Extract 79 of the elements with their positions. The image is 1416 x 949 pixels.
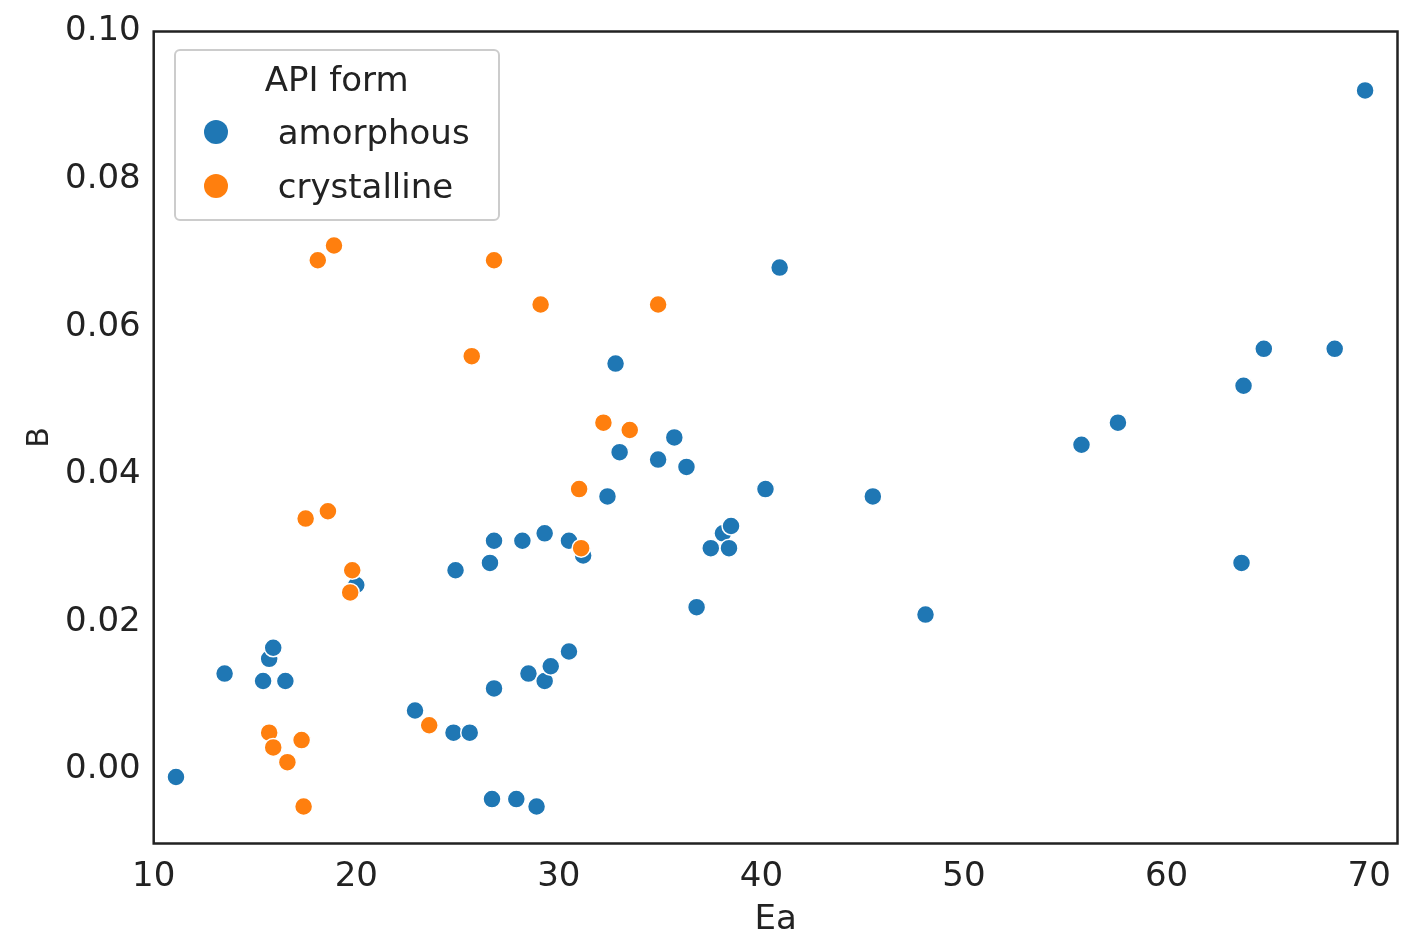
- point: [1071, 435, 1092, 455]
- point: [526, 796, 547, 817]
- x-tick-label: 20: [334, 853, 378, 894]
- point: [721, 516, 741, 536]
- point: [664, 427, 685, 448]
- point: [1108, 412, 1128, 433]
- point: [253, 671, 273, 691]
- y-tick-label: 0.02: [65, 598, 141, 639]
- legend-label: amorphous: [277, 111, 470, 155]
- point: [308, 250, 328, 270]
- point: [342, 560, 362, 581]
- point: [166, 767, 186, 787]
- point: [445, 560, 466, 581]
- point: [263, 737, 283, 758]
- point: [534, 523, 555, 544]
- y-tick-label: 0.06: [65, 303, 141, 344]
- point: [295, 508, 316, 529]
- point: [530, 294, 551, 315]
- point: [293, 796, 314, 817]
- y-tick-label: 0.08: [65, 155, 141, 196]
- y-tick-label: 0.10: [65, 8, 141, 49]
- point: [755, 479, 776, 499]
- point: [541, 656, 561, 676]
- point: [1254, 339, 1274, 359]
- y-tick-label: 0.00: [65, 746, 141, 787]
- x-tick-label: 50: [942, 853, 986, 894]
- point: [275, 671, 296, 691]
- x-tick-label: 10: [132, 853, 176, 894]
- point: [518, 663, 539, 684]
- point: [459, 722, 480, 743]
- x-tick-label: 60: [1144, 853, 1189, 894]
- point: [484, 678, 504, 699]
- point: [482, 789, 502, 809]
- point: [461, 346, 482, 366]
- point: [405, 700, 425, 721]
- point: [686, 597, 707, 617]
- point: [340, 582, 360, 603]
- point: [863, 486, 883, 507]
- point: [480, 553, 500, 573]
- point: [214, 663, 235, 684]
- point: [419, 715, 439, 736]
- point: [534, 671, 555, 691]
- point: [1324, 339, 1345, 359]
- point: [915, 604, 936, 625]
- legend-title: API form: [263, 59, 410, 100]
- point: [291, 730, 312, 750]
- point: [648, 294, 668, 315]
- point: [506, 789, 527, 809]
- point: [676, 457, 697, 477]
- point: [701, 538, 721, 558]
- x-tick-label: 30: [537, 853, 581, 894]
- point: [443, 722, 464, 743]
- y-axis-title: B: [19, 427, 55, 448]
- point: [324, 235, 344, 256]
- point: [277, 752, 298, 772]
- point: [769, 257, 790, 278]
- point: [318, 501, 338, 521]
- point: [512, 531, 533, 551]
- point: [648, 449, 668, 470]
- point: [593, 412, 614, 433]
- point: [609, 442, 630, 462]
- point: [597, 486, 618, 507]
- point: [484, 250, 504, 270]
- point: [620, 420, 640, 440]
- point: [1355, 80, 1375, 101]
- x-axis-title: Ea: [754, 897, 797, 938]
- point: [263, 638, 283, 658]
- point: [569, 479, 589, 499]
- point: [1231, 553, 1252, 573]
- x-tick-label: 40: [739, 853, 784, 894]
- x-tick-label: 70: [1347, 853, 1391, 894]
- point: [559, 641, 579, 662]
- point: [571, 538, 591, 558]
- point: [719, 538, 739, 558]
- legend-label: crystalline: [277, 165, 454, 209]
- y-tick-label: 0.04: [65, 451, 141, 492]
- point: [605, 353, 626, 374]
- point: [484, 531, 504, 551]
- point: [1233, 375, 1254, 396]
